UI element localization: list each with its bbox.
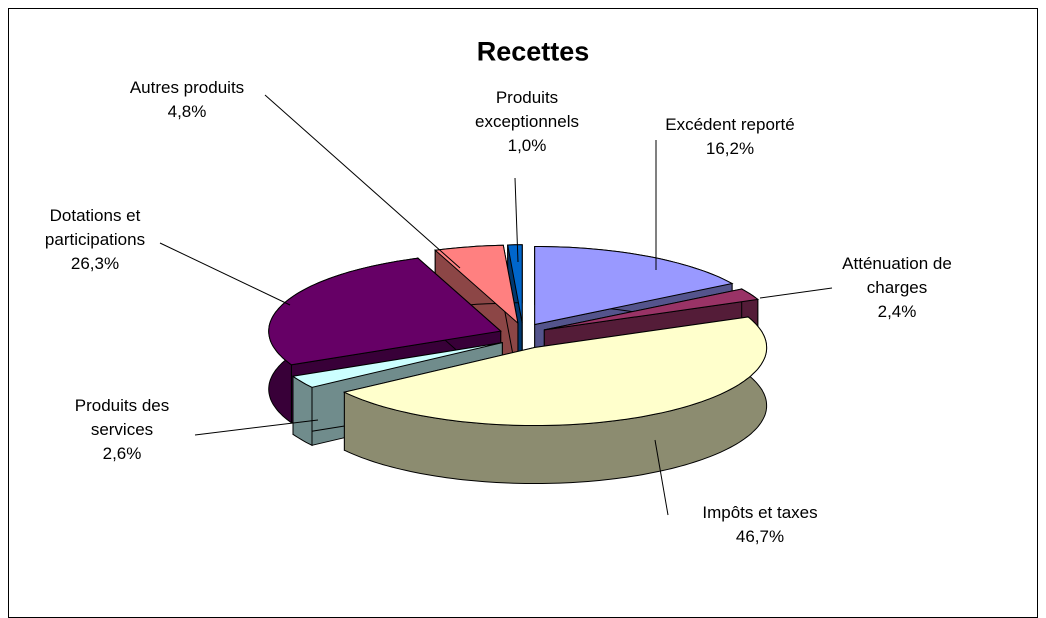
slice-side (292, 375, 313, 447)
slice-top (268, 257, 502, 366)
slice-label: Dotations et participations 26,3% (20, 204, 170, 276)
slice-top (534, 246, 734, 326)
slice-top (544, 288, 760, 331)
slice-label: Excédent reporté 16,2% (630, 113, 830, 161)
leader-line (654, 439, 669, 516)
category-label: Atténuation de charges (842, 254, 952, 297)
slice-label: Produits des services 2,6% (42, 394, 202, 466)
value-label: 2,6% (102, 444, 142, 463)
category-label: Excédent reporté (665, 115, 795, 134)
category-label: Dotations et participations (44, 206, 146, 249)
category-label: Autres produits (129, 78, 245, 97)
slice-top (291, 342, 503, 388)
slice-top (342, 316, 768, 426)
value-label: 26,3% (70, 254, 120, 273)
leader-line (264, 94, 461, 269)
slice-label: Produits exceptionnels 1,0% (452, 86, 602, 158)
category-label: Produits exceptionnels (475, 88, 579, 131)
value-label: 1,0% (507, 136, 547, 155)
leader-line (759, 287, 833, 299)
value-label: 2,4% (877, 302, 917, 321)
value-label: 16,2% (705, 139, 755, 158)
slice (342, 315, 768, 484)
category-label: Produits des services (74, 396, 170, 439)
slice-label: Autres produits 4,8% (87, 76, 287, 124)
leader-line (194, 419, 319, 436)
category-label: Impôts et taxes (702, 503, 818, 522)
slice-top (507, 244, 523, 323)
value-label: 46,7% (735, 527, 785, 546)
value-label: 4,8% (167, 102, 207, 121)
leader-line (514, 177, 519, 263)
leader-line (159, 242, 291, 306)
slice-label: Impôts et taxes 46,7% (660, 501, 860, 549)
slice-label: Atténuation de charges 2,4% (817, 252, 977, 324)
chart-title: Recettes (476, 36, 590, 67)
